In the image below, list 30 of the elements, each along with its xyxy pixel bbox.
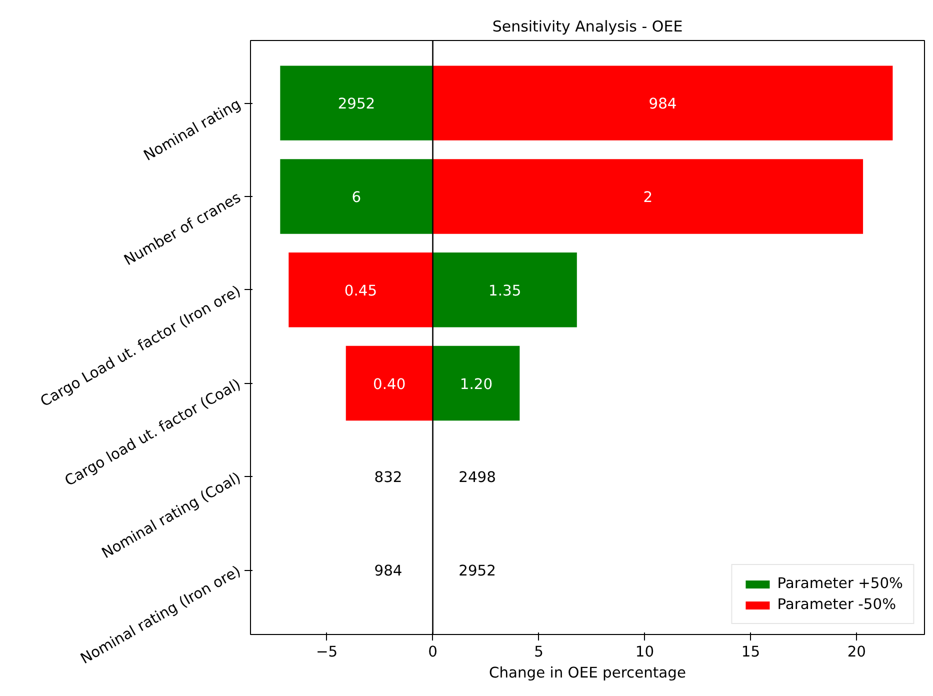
- bar: [288, 252, 433, 328]
- annotation: 2952: [458, 562, 496, 580]
- annotation: 2952: [338, 96, 376, 113]
- bar: [346, 346, 433, 421]
- annotation: 1.35: [488, 282, 522, 300]
- x-tick-label: 15: [741, 644, 760, 660]
- x-tick-label: 0: [428, 644, 438, 660]
- chart-title: Sensitivity Analysis - OEE: [492, 18, 683, 36]
- annotation: 2498: [458, 469, 496, 486]
- annotation: 832: [374, 469, 402, 486]
- bar: [432, 346, 520, 421]
- x-tick-label: 5: [534, 644, 544, 660]
- annotation: 984: [374, 562, 402, 580]
- bar: [432, 252, 577, 328]
- bar: [432, 159, 864, 234]
- bar: [280, 66, 433, 140]
- annotation: 1.20: [460, 376, 493, 393]
- legend-label: Parameter +50%: [777, 575, 903, 592]
- annotation: 0.40: [373, 376, 406, 393]
- annotation: 0.45: [344, 282, 378, 300]
- legend-label: Parameter -50%: [777, 596, 896, 613]
- bar: [280, 159, 433, 234]
- x-axis-title: Change in OEE percentage: [489, 664, 686, 682]
- bar: [432, 66, 893, 140]
- annotation: 984: [648, 96, 677, 113]
- annotation: 6: [352, 188, 362, 206]
- annotation: 2: [643, 188, 653, 206]
- x-tick-label: 10: [635, 644, 654, 660]
- x-tick-label: 20: [847, 644, 866, 660]
- x-tick-label: −5: [316, 644, 338, 660]
